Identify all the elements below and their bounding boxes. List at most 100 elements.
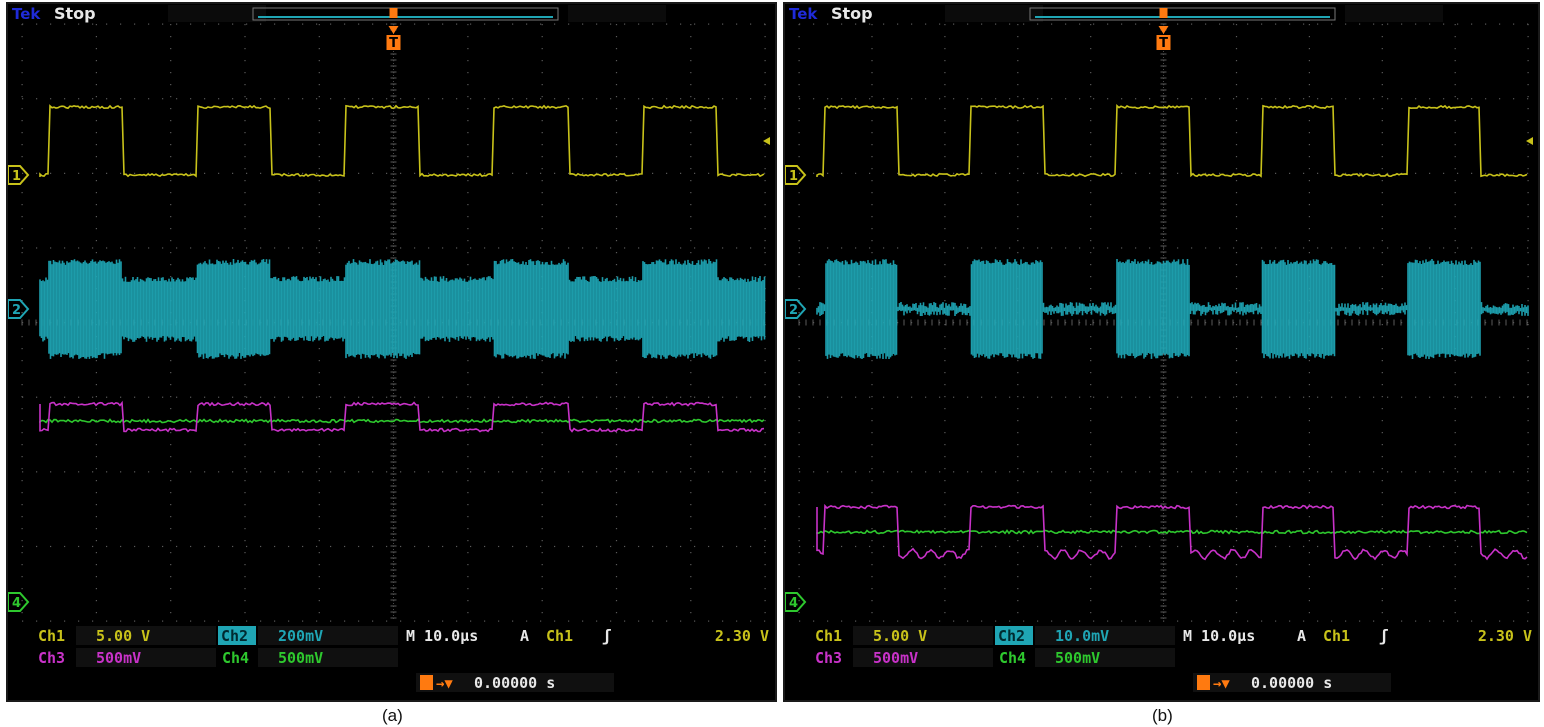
grid-dot [22,322,24,324]
grid-dot [170,576,172,578]
grid-dot [1381,492,1383,494]
grid-dot [981,247,983,249]
grid-dot [95,588,97,590]
grid-dot [526,545,528,548]
grid-dot [1037,545,1039,548]
ch2-ground-marker: 2 [8,299,30,319]
grid-dot [232,23,234,25]
grid-dot [1177,98,1179,100]
grid-dot [953,98,955,100]
grid-dot [1235,288,1238,290]
grid-dot [1527,471,1529,473]
ch4-trace [816,529,1528,535]
trigger-mode: A [520,627,529,645]
grid-dot [568,396,570,398]
grid-dot [615,132,618,134]
grid-dot [170,180,172,182]
grid-dot [615,516,618,518]
header-box-right [1345,5,1443,22]
grid-dot [764,120,766,122]
grid-dot [1090,348,1092,350]
grid-dot [1090,396,1092,398]
grid-dot [1247,396,1249,398]
grid-dot [1090,456,1092,458]
grid-dot [467,588,469,590]
grid-dot [1289,396,1291,398]
grid-dot [1527,288,1529,290]
grid-dot [106,396,108,398]
grid-dot [764,588,766,590]
grid-dot [798,108,800,110]
grid-dot [1308,168,1310,170]
grid-dot [750,247,752,249]
grid-dot [22,471,24,473]
grid-dot [1308,144,1310,146]
grid-dot [1401,620,1403,622]
grid-dot [21,84,23,86]
grid-dot [1090,540,1092,542]
grid-dot [1527,204,1529,206]
grid-dot [798,336,800,338]
grid-dot [540,396,542,398]
grid-dot [944,456,946,458]
grid-dot [883,23,885,25]
grid-dot [1205,23,1207,25]
grid-dot [1235,180,1238,182]
grid-dot [1235,588,1238,590]
grid-dot [690,600,692,602]
grid-dot [690,60,692,62]
grid-dot [498,23,500,25]
grid-dot [318,396,320,398]
grid-dot [1191,322,1193,324]
grid-dot [764,72,766,74]
trigger-box [386,35,401,50]
grid-dot [798,564,800,566]
grid-dot [1090,192,1092,194]
grid-dot [162,247,164,249]
grid-dot [428,471,430,473]
grid-dot [764,132,766,134]
grid-dot [1235,84,1238,86]
grid-dot [1135,471,1137,473]
grid-dot [1219,247,1221,249]
grid-dot [871,360,873,362]
grid-dot [1454,456,1456,458]
grid-dot [176,98,178,100]
grid-dot [1454,540,1456,542]
grid-dot [1121,545,1123,548]
grid-dot [246,23,248,25]
grid-dot [318,384,320,386]
grid-dot [1017,72,1019,74]
grid-dot [1359,396,1361,398]
grid-dot [318,204,320,206]
grid-dot [1023,471,1025,473]
grid-dot [736,620,738,622]
grid-dot [610,98,612,100]
brand-logo: Tek [12,5,41,23]
grid-dot [170,84,172,86]
grid-dot [467,240,469,242]
grid-dot [871,456,873,458]
grid-dot [170,360,172,362]
grid-dot [764,516,766,518]
grid-dot [1017,480,1019,482]
ch4-ground-marker: 4 [8,592,30,612]
grid-dot [1235,372,1238,374]
grid-dot [456,471,458,473]
grid-dot [1454,84,1456,86]
ch3-field [853,648,993,667]
grid-dot [344,471,346,473]
grid-dot [1381,384,1383,386]
grid-dot [953,172,955,174]
grid-dot [764,420,766,422]
grid-dot [330,545,332,548]
grid-dot [318,120,320,122]
grid-dot [78,471,80,473]
grid-dot [302,247,304,249]
grid-dot [798,84,800,86]
ch1-label: Ch1 [815,627,842,645]
grid-dot [1308,456,1310,458]
grid-dot [358,23,360,25]
grid-dot [638,172,640,174]
grid-dot [1513,247,1515,249]
